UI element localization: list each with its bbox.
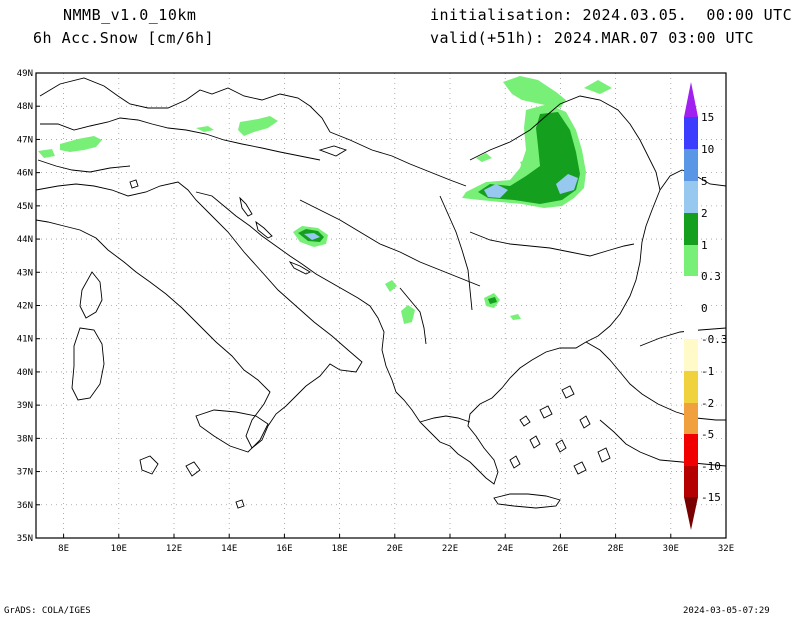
- colorbar: [684, 82, 698, 530]
- snow-area-austria: [238, 116, 278, 136]
- colorbar-segment: [684, 434, 698, 466]
- lon-label: 26E: [552, 544, 568, 554]
- lon-label: 32E: [718, 544, 734, 554]
- lon-label: 10E: [111, 544, 127, 554]
- lon-label: 22E: [442, 544, 458, 554]
- lon-label: 24E: [497, 544, 513, 554]
- lat-label: 41N: [17, 335, 33, 345]
- field-name: 6h Acc.Snow [cm/6h]: [33, 29, 215, 47]
- lat-label: 47N: [17, 135, 33, 145]
- colorbar-segment: [684, 181, 698, 213]
- colorbar-label: -1: [701, 365, 714, 378]
- lat-lon-grid: [36, 73, 726, 538]
- snow-area-alps-west: [38, 149, 55, 158]
- colorbar-label: 0.3: [701, 270, 721, 283]
- colorbar-segment: [684, 276, 698, 339]
- lon-label: 16E: [276, 544, 292, 554]
- lat-label: 43N: [17, 268, 33, 278]
- colorbar-segment: [684, 371, 698, 403]
- coastlines: [35, 77, 727, 509]
- colorbar-segment: [684, 149, 698, 181]
- lat-label: 46N: [17, 169, 33, 179]
- lat-label: 48N: [17, 102, 33, 112]
- lat-label: 40N: [17, 368, 33, 378]
- colorbar-segment: [684, 339, 698, 371]
- lon-label: 20E: [387, 544, 403, 554]
- colorbar-label: -0.3: [701, 333, 728, 346]
- lat-label: 42N: [17, 302, 33, 312]
- lat-label: 39N: [17, 401, 33, 411]
- snow-area-alps: [60, 136, 102, 152]
- lon-label: 18E: [331, 544, 347, 554]
- lon-label: 28E: [607, 544, 623, 554]
- colorbar-segment: [684, 403, 698, 434]
- colorbar-label: 0: [701, 302, 708, 315]
- valid-time: valid(+51h): 2024.MAR.07 03:00 UTC: [430, 29, 755, 47]
- lat-label: 35N: [17, 534, 33, 544]
- colorbar-segment: [684, 117, 698, 149]
- lat-label: 45N: [17, 202, 33, 212]
- lat-label: 37N: [17, 468, 33, 478]
- snow-areas: [38, 76, 612, 324]
- lat-label: 49N: [17, 69, 33, 79]
- colorbar-label: 5: [701, 175, 708, 188]
- lon-label: 12E: [166, 544, 182, 554]
- footer-left: GrADS: COLA/IGES: [4, 606, 91, 616]
- colorbar-bottom-arrow: [684, 497, 698, 530]
- colorbar-label: 15: [701, 111, 714, 124]
- colorbar-segment: [684, 213, 698, 245]
- colorbar-label: -2: [701, 397, 714, 410]
- colorbar-label: 10: [701, 143, 714, 156]
- colorbar-label: -10: [701, 460, 721, 473]
- lat-label: 36N: [17, 501, 33, 511]
- init-time: initialisation: 2024.03.05. 00:00 UTC: [430, 6, 793, 24]
- colorbar-label: 2: [701, 207, 708, 220]
- lat-label: 44N: [17, 235, 33, 245]
- colorbar-labels: 15 10 5 2 1 0.3 0 -0.3 -1 -2 -5 -10 -15: [701, 111, 728, 504]
- snow-area-albania: [401, 305, 415, 324]
- snow-area-alps-east: [196, 126, 214, 132]
- colorbar-top-arrow: [684, 82, 698, 117]
- footer-right: 2024-03-05-07:29: [683, 606, 770, 616]
- lon-label: 14E: [221, 544, 237, 554]
- lon-label: 8E: [58, 544, 69, 554]
- colorbar-segment: [684, 466, 698, 497]
- lon-axis-labels: 8E 10E 12E 14E 16E 18E 20E 22E 24E 26E 28E 30E 32E: [58, 534, 734, 554]
- model-name: NMMB_v1.0_10km: [63, 6, 197, 24]
- colorbar-label: -5: [701, 428, 714, 441]
- lat-axis-labels: 49N 48N 47N 46N 45N 44N 43N 42N 41N 40N 39N 38N 37N 3…: [17, 69, 40, 544]
- snow-area-carpathians-north: [503, 76, 566, 108]
- lon-label: 30E: [663, 544, 679, 554]
- snow-area-montenegro: [385, 280, 397, 292]
- lat-label: 38N: [17, 434, 33, 444]
- colorbar-label: 1: [701, 239, 708, 252]
- colorbar-label: -15: [701, 491, 721, 504]
- colorbar-segment: [684, 245, 698, 276]
